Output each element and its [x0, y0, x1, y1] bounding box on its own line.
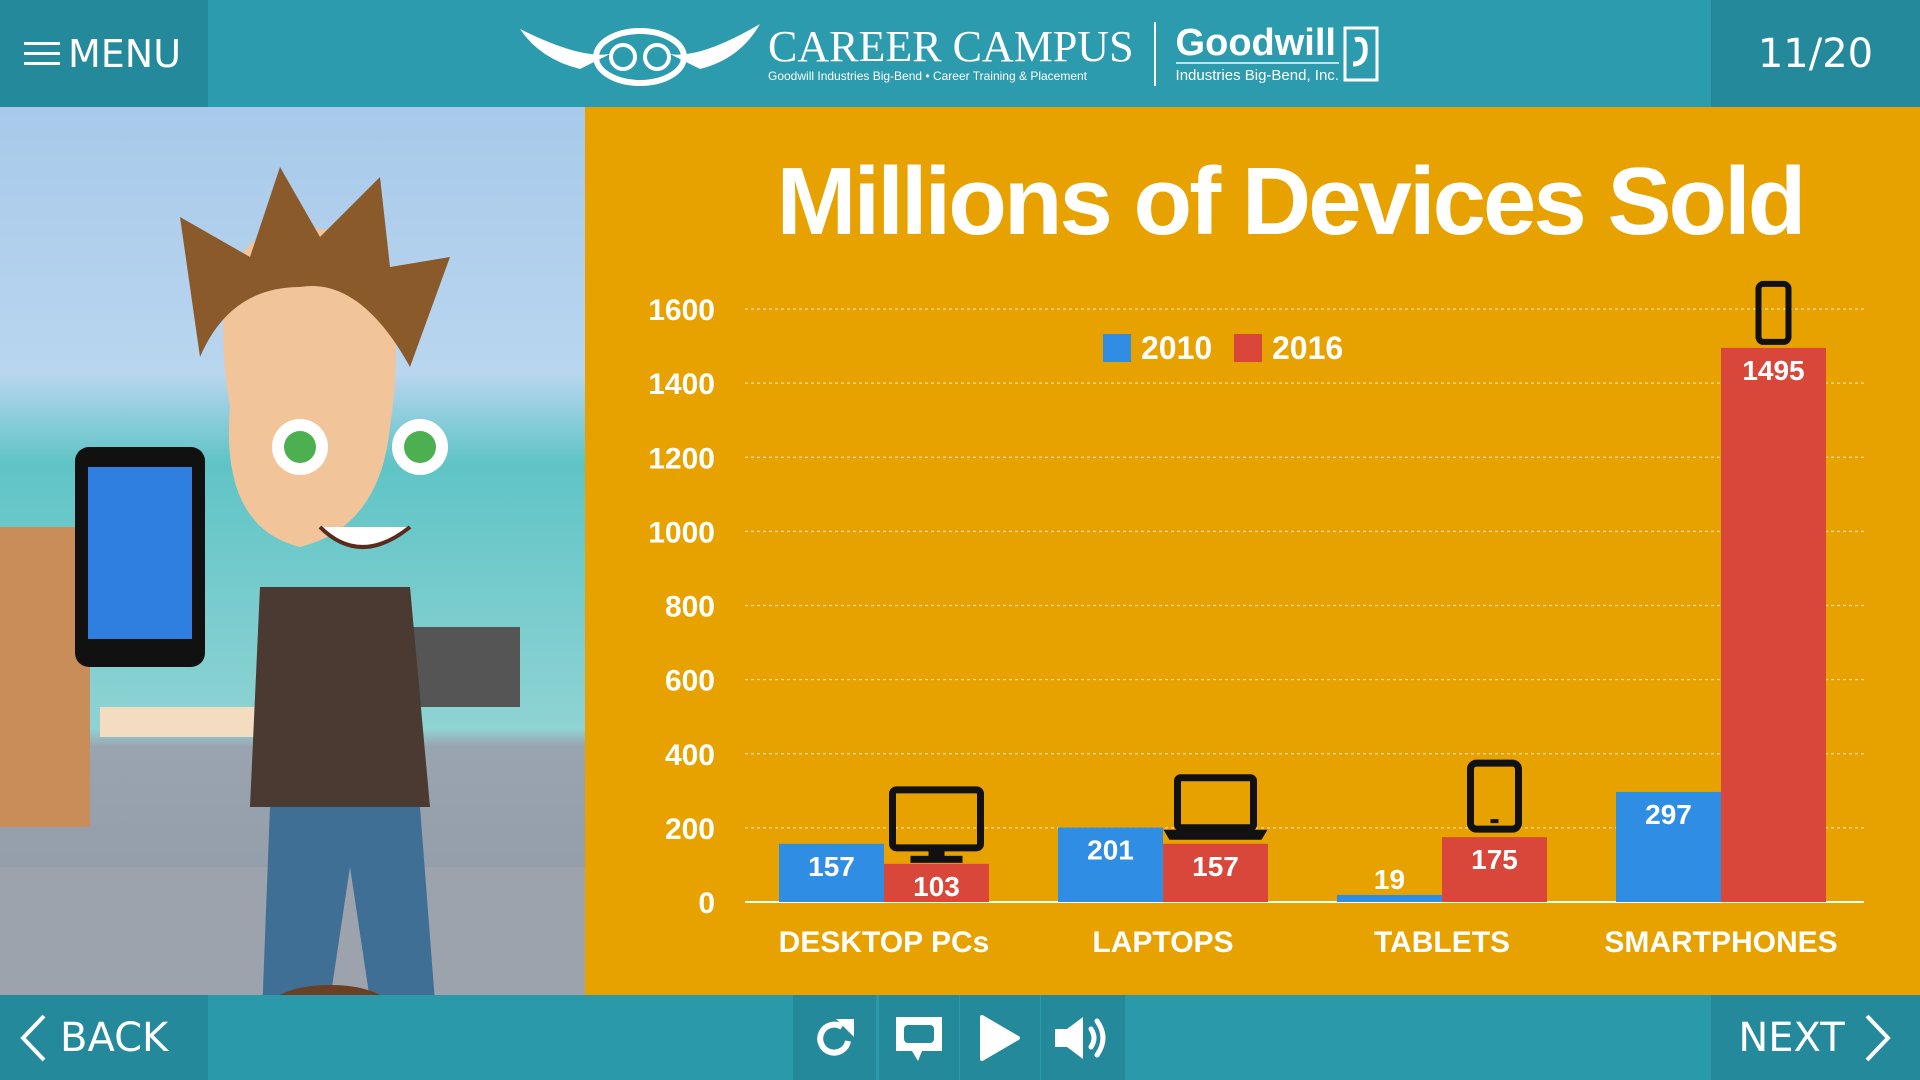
- chart-panel: Millions of Devices Sold 0 200 400 600 800 10…: [585, 107, 1920, 995]
- data-label: 103: [913, 871, 960, 902]
- legend-label: 2010: [1141, 330, 1212, 366]
- y-tick-label: 1200: [648, 442, 715, 475]
- back-button[interactable]: BACK: [0, 995, 208, 1080]
- y-tick-label: 1000: [648, 516, 715, 549]
- footer: BACK NEXT: [0, 995, 1920, 1080]
- data-label: 19: [1374, 864, 1405, 895]
- chevron-right-icon: [1865, 1014, 1891, 1061]
- desktop-monitor-icon: [889, 786, 984, 863]
- bar-2010: [1337, 894, 1442, 902]
- data-label: 201: [1087, 835, 1134, 866]
- laptop-icon: [1163, 774, 1268, 840]
- captions-icon: [896, 1016, 942, 1061]
- chart-title: Millions of Devices Sold: [776, 148, 1807, 255]
- menu-button[interactable]: MENU: [0, 0, 208, 107]
- next-button[interactable]: NEXT: [1711, 995, 1920, 1080]
- smartphone-icon: [1755, 280, 1792, 345]
- data-label: 175: [1471, 844, 1518, 875]
- y-tick-label: 1600: [648, 294, 715, 327]
- chevron-left-icon: [20, 1014, 46, 1061]
- owl-logo-icon: [520, 24, 760, 86]
- data-label: 157: [1192, 851, 1239, 882]
- y-tick-label: 400: [665, 739, 715, 772]
- play-icon: [980, 1014, 1020, 1061]
- category-label: LAPTOPS: [1092, 926, 1233, 959]
- replay-icon: [816, 1018, 854, 1056]
- play-button[interactable]: [960, 995, 1040, 1080]
- y-tick-label: 200: [665, 813, 715, 846]
- volume-icon: [1055, 1016, 1106, 1059]
- data-label: 1495: [1742, 355, 1804, 386]
- header: MENU CAREER CAMPUS Goodwill Industries B…: [0, 0, 1920, 107]
- bar-2010: [1616, 791, 1721, 902]
- goodwill-smile-icon: [1343, 26, 1379, 82]
- bar-2016: [1442, 837, 1547, 902]
- category-label: SMARTPHONES: [1604, 926, 1837, 959]
- career-campus-logo: CAREER CAMPUS Goodwill Industries Big-Be…: [520, 18, 1379, 90]
- boy-holding-phone-illustration: [0, 167, 585, 995]
- hamburger-icon: [24, 41, 60, 65]
- next-label: NEXT: [1738, 1014, 1845, 1061]
- category-label: DESKTOP PCs: [779, 926, 990, 959]
- bar-2010: [1058, 827, 1163, 902]
- captions-button[interactable]: [879, 995, 959, 1080]
- page-indicator: 11/20: [1711, 0, 1920, 107]
- legend-swatch: [1234, 334, 1262, 362]
- back-label: BACK: [60, 1014, 169, 1061]
- category-label: TABLETS: [1374, 926, 1510, 959]
- data-label: 297: [1645, 799, 1692, 830]
- y-tick-label: 600: [665, 665, 715, 698]
- bar-chart: 0 200 400 600 800 1000 1200 1400 1600 2010 2016 157…: [648, 280, 1864, 959]
- y-tick-label: 800: [665, 591, 715, 624]
- bar-2016: [1163, 843, 1268, 902]
- data-label: 157: [808, 851, 855, 882]
- bar-2016: [884, 863, 989, 902]
- character-illustration: [0, 107, 585, 995]
- legend-swatch: [1103, 334, 1131, 362]
- y-tick-label: 1400: [648, 368, 715, 401]
- y-tick-label: 0: [698, 887, 715, 920]
- bar-2010: [779, 843, 884, 902]
- volume-button[interactable]: [1041, 995, 1125, 1080]
- menu-label: MENU: [68, 31, 182, 76]
- bar-2016: [1721, 347, 1826, 902]
- replay-button[interactable]: [793, 995, 876, 1080]
- tablet-icon: [1467, 759, 1522, 833]
- legend-label: 2016: [1272, 330, 1343, 366]
